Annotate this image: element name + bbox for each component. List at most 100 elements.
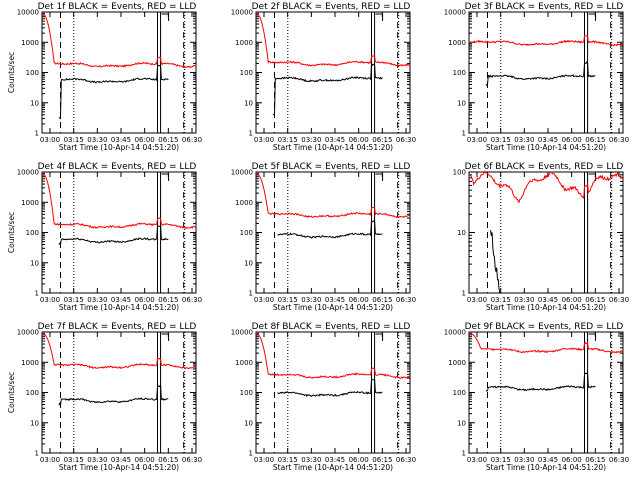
y-tick-label: 100 bbox=[26, 389, 39, 397]
marker-bracket bbox=[375, 173, 384, 181]
series-line-red bbox=[41, 172, 197, 230]
x-axis-label: Start Time (10-Apr-14 04:51:20) bbox=[273, 463, 393, 472]
x-tick-label: 03:00 bbox=[254, 136, 274, 144]
y-tick-label: 1000 bbox=[235, 199, 253, 207]
x-tick-label: 06:00 bbox=[349, 456, 369, 464]
x-tick-label: 03:00 bbox=[467, 136, 487, 144]
y-tick-label: 10 bbox=[457, 419, 466, 427]
y-tick-label: 1000 bbox=[21, 39, 39, 47]
x-tick-label: 06:15 bbox=[372, 296, 392, 304]
x-tick-label: 03:00 bbox=[40, 296, 60, 304]
chart-title: Det 6f BLACK = Events, RED = LLD bbox=[465, 162, 624, 172]
plot-frame bbox=[255, 11, 411, 134]
y-tick-label: 10 bbox=[30, 99, 39, 107]
y-tick-label: 100 bbox=[453, 69, 466, 77]
series-line-red bbox=[468, 35, 624, 47]
x-tick-label: 06:30 bbox=[182, 136, 202, 144]
marker-bracket bbox=[588, 13, 597, 21]
x-tick-label: 03:15 bbox=[64, 296, 84, 304]
x-tick-label: 06:00 bbox=[349, 296, 369, 304]
series-line-red bbox=[255, 172, 411, 219]
y-tick-label: 1000 bbox=[235, 359, 253, 367]
x-tick-label: 03:30 bbox=[87, 296, 107, 304]
chart-panel-4: Det 4f BLACK = Events, RED = LLD 1 10 100 10… bbox=[7, 162, 202, 312]
y-tick-label: 10000 bbox=[444, 9, 466, 17]
x-tick-label: 06:30 bbox=[182, 456, 202, 464]
x-tick-label: 06:00 bbox=[562, 296, 582, 304]
x-tick-label: 03:45 bbox=[325, 136, 345, 144]
x-tick-label: 06:15 bbox=[585, 136, 605, 144]
series-line-red bbox=[469, 332, 624, 354]
y-tick-label: 1000 bbox=[448, 39, 466, 47]
plot-frame bbox=[41, 11, 197, 134]
x-tick-label: 03:00 bbox=[467, 456, 487, 464]
y-tick-label: 1000 bbox=[21, 359, 39, 367]
x-tick-label: 03:30 bbox=[301, 296, 321, 304]
y-tick-label: 100 bbox=[240, 389, 253, 397]
x-tick-label: 06:00 bbox=[135, 456, 155, 464]
x-tick-label: 06:00 bbox=[562, 456, 582, 464]
chart-title: Det 5f BLACK = Events, RED = LLD bbox=[252, 162, 411, 172]
series-line-red bbox=[255, 12, 411, 67]
x-tick-label: 03:45 bbox=[538, 456, 558, 464]
series-line-black bbox=[485, 61, 596, 87]
x-tick-label: 03:30 bbox=[514, 456, 534, 464]
x-tick-label: 06:30 bbox=[609, 456, 629, 464]
chart-panel-6: Det 6f BLACK = Events, RED = LLD 1 10 100 03… bbox=[453, 162, 629, 312]
x-tick-label: 03:30 bbox=[514, 296, 534, 304]
marker-bracket bbox=[161, 13, 170, 21]
x-tick-label: 06:15 bbox=[158, 456, 178, 464]
marker-bracket bbox=[161, 173, 170, 181]
series-line-red bbox=[468, 170, 624, 204]
series-line-black bbox=[490, 230, 501, 294]
x-tick-label: 03:30 bbox=[514, 136, 534, 144]
chart-title: Det 1f BLACK = Events, RED = LLD bbox=[38, 2, 197, 12]
x-tick-label: 03:30 bbox=[301, 456, 321, 464]
y-tick-label: 1 bbox=[249, 130, 253, 138]
x-tick-label: 06:30 bbox=[609, 296, 629, 304]
x-tick-label: 06:00 bbox=[135, 136, 155, 144]
x-axis-label: Start Time (10-Apr-14 04:51:20) bbox=[59, 303, 179, 312]
x-tick-label: 03:00 bbox=[254, 456, 274, 464]
x-tick-label: 06:00 bbox=[562, 136, 582, 144]
x-tick-label: 03:15 bbox=[491, 456, 511, 464]
series-line-red bbox=[41, 332, 197, 370]
y-tick-label: 100 bbox=[240, 69, 253, 77]
marker-bracket bbox=[375, 333, 384, 341]
x-tick-label: 03:00 bbox=[40, 136, 60, 144]
x-axis-label: Start Time (10-Apr-14 04:51:20) bbox=[486, 303, 606, 312]
x-tick-label: 03:45 bbox=[538, 296, 558, 304]
x-tick-label: 03:45 bbox=[538, 136, 558, 144]
x-axis-label: Start Time (10-Apr-14 04:51:20) bbox=[486, 143, 606, 152]
plot-frame bbox=[255, 171, 411, 294]
x-tick-label: 06:15 bbox=[372, 456, 392, 464]
y-tick-label: 100 bbox=[453, 169, 466, 177]
chart-panel-1: Det 1f BLACK = Events, RED = LLD 1 10 100 10… bbox=[7, 2, 202, 152]
y-tick-label: 10000 bbox=[231, 329, 253, 337]
y-tick-label: 10 bbox=[457, 99, 466, 107]
y-tick-label: 10000 bbox=[17, 329, 39, 337]
x-tick-label: 03:45 bbox=[325, 456, 345, 464]
x-tick-label: 03:45 bbox=[111, 136, 131, 144]
y-axis-label: Counts/sec bbox=[7, 212, 16, 253]
x-tick-label: 06:15 bbox=[585, 296, 605, 304]
y-tick-label: 1 bbox=[35, 130, 39, 138]
marker-bracket bbox=[588, 173, 597, 181]
x-tick-label: 06:30 bbox=[396, 136, 416, 144]
x-tick-label: 03:15 bbox=[278, 296, 298, 304]
y-tick-label: 1000 bbox=[448, 359, 466, 367]
y-tick-label: 10000 bbox=[17, 9, 39, 17]
x-tick-label: 03:15 bbox=[64, 456, 84, 464]
plot-frame bbox=[41, 331, 197, 454]
y-tick-label: 10 bbox=[457, 229, 466, 237]
x-axis-label: Start Time (10-Apr-14 04:51:20) bbox=[273, 303, 393, 312]
y-tick-label: 10 bbox=[244, 259, 253, 267]
series-line-black bbox=[58, 224, 169, 246]
x-tick-label: 03:15 bbox=[491, 296, 511, 304]
x-axis-label: Start Time (10-Apr-14 04:51:20) bbox=[59, 143, 179, 152]
x-axis-label: Start Time (10-Apr-14 04:51:20) bbox=[273, 143, 393, 152]
y-tick-label: 1 bbox=[249, 290, 253, 298]
marker-bracket bbox=[588, 333, 597, 341]
y-tick-label: 100 bbox=[26, 229, 39, 237]
x-tick-label: 06:00 bbox=[135, 296, 155, 304]
